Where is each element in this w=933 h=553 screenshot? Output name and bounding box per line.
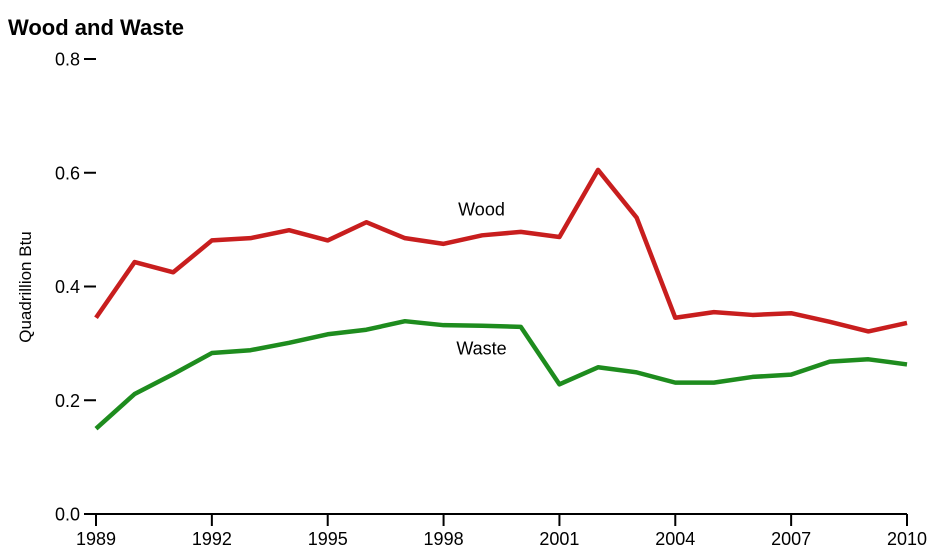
series-line-waste <box>94 318 908 431</box>
axes: 0.0 0.2 0.4 0.6 0.8 1989 1992 1995 1998 2001 2004 2… <box>55 50 927 550</box>
series-line-wood <box>94 167 908 334</box>
x-tick-label: 1992 <box>192 529 232 549</box>
series-layer <box>94 167 908 431</box>
y-tick-label: 0.8 <box>55 50 80 70</box>
series-labels: Wood Waste <box>456 200 506 359</box>
chart-title: Wood and Waste <box>8 15 184 40</box>
x-tick-label: 1995 <box>308 529 348 549</box>
y-tick-label: 0.4 <box>55 277 80 297</box>
y-tick-label: 0.2 <box>55 391 80 411</box>
x-tick-label: 1989 <box>76 529 116 549</box>
y-tick-label: 0.6 <box>55 163 80 183</box>
series-label-waste: Waste <box>456 338 506 358</box>
y-tick-label: 0.0 <box>55 505 80 525</box>
x-tick-label: 2001 <box>539 529 579 549</box>
x-tick-label: 2010 <box>887 529 927 549</box>
series-label-wood: Wood <box>458 200 505 220</box>
x-tick-label: 2004 <box>655 529 695 549</box>
y-axis-label: Quadrillion Btu <box>16 231 35 343</box>
x-tick-label: 2007 <box>771 529 811 549</box>
x-tick-label: 1998 <box>424 529 464 549</box>
